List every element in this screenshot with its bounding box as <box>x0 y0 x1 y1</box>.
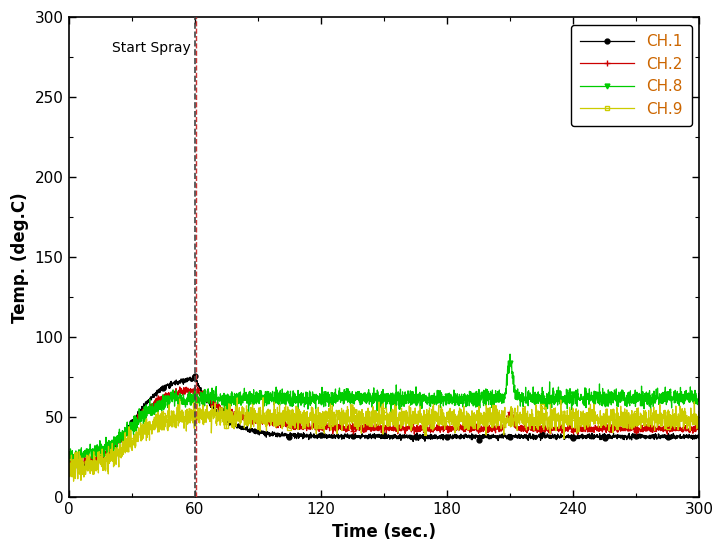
CH.9 <box>615 413 624 420</box>
CH.2 <box>615 424 624 431</box>
CH.2 <box>307 425 315 432</box>
CH.9 <box>307 415 315 421</box>
CH.9 <box>136 420 145 426</box>
CH.8 <box>615 396 624 402</box>
CH.2 <box>174 390 183 397</box>
CH.1 <box>65 465 73 472</box>
Y-axis label: Temp. (deg.C): Temp. (deg.C) <box>11 192 29 322</box>
CH.2 <box>65 461 73 468</box>
CH.2 <box>695 425 704 432</box>
CH.9 <box>683 416 692 423</box>
CH.8 <box>695 395 704 402</box>
CH.1 <box>136 407 145 414</box>
Legend: CH.1, CH.2, CH.8, CH.9: CH.1, CH.2, CH.8, CH.9 <box>571 25 692 126</box>
CH.8 <box>306 396 315 403</box>
Line: CH.2: CH.2 <box>66 384 703 471</box>
CH.9 <box>65 458 73 465</box>
CH.8 <box>65 463 73 469</box>
CH.1 <box>65 466 74 473</box>
CH.8 <box>174 395 183 402</box>
CH.8 <box>683 396 692 403</box>
CH.9 <box>695 424 704 431</box>
CH.1 <box>683 434 692 441</box>
CH.8 <box>334 395 342 402</box>
CH.1 <box>188 373 197 379</box>
CH.9 <box>174 421 183 427</box>
CH.1 <box>307 432 315 439</box>
CH.2 <box>334 422 342 429</box>
CH.1 <box>615 433 624 439</box>
CH.1 <box>695 436 704 442</box>
CH.8 <box>65 452 73 459</box>
Text: Start Spray: Start Spray <box>112 41 191 55</box>
CH.2 <box>136 415 145 421</box>
CH.1 <box>334 433 342 440</box>
CH.9 <box>259 394 268 401</box>
CH.2 <box>175 384 184 390</box>
CH.2 <box>683 422 692 429</box>
X-axis label: Time (sec.): Time (sec.) <box>332 523 436 541</box>
CH.9 <box>334 415 342 421</box>
CH.8 <box>506 351 515 358</box>
CH.8 <box>136 418 145 424</box>
Line: CH.9: CH.9 <box>66 395 702 484</box>
Line: CH.1: CH.1 <box>66 374 702 473</box>
CH.2 <box>67 465 76 472</box>
CH.9 <box>69 478 78 485</box>
CH.1 <box>174 380 183 386</box>
Line: CH.8: CH.8 <box>66 352 702 468</box>
